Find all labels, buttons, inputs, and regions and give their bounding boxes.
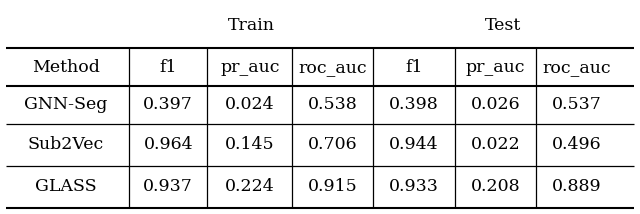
Text: roc_auc: roc_auc [543, 59, 611, 76]
Text: 0.024: 0.024 [225, 96, 275, 113]
Text: 0.889: 0.889 [552, 178, 602, 195]
Text: 0.224: 0.224 [225, 178, 275, 195]
Text: 0.537: 0.537 [552, 96, 602, 113]
Text: f1: f1 [159, 59, 177, 76]
Text: Test: Test [485, 17, 522, 34]
Text: Method: Method [32, 59, 100, 76]
Text: Sub2Vec: Sub2Vec [28, 136, 104, 153]
Text: pr_auc: pr_auc [466, 59, 525, 76]
Text: GNN-Seg: GNN-Seg [24, 96, 108, 113]
Text: 0.208: 0.208 [471, 178, 520, 195]
Text: 0.538: 0.538 [308, 96, 357, 113]
Text: 0.937: 0.937 [143, 178, 193, 195]
Text: 0.145: 0.145 [225, 136, 275, 153]
Text: GLASS: GLASS [35, 178, 97, 195]
Text: 0.933: 0.933 [389, 178, 439, 195]
Text: 0.964: 0.964 [143, 136, 193, 153]
Text: 0.496: 0.496 [552, 136, 602, 153]
Text: roc_auc: roc_auc [298, 59, 367, 76]
Text: 0.915: 0.915 [308, 178, 357, 195]
Text: 0.397: 0.397 [143, 96, 193, 113]
Text: f1: f1 [405, 59, 423, 76]
Text: 0.706: 0.706 [308, 136, 357, 153]
Text: Train: Train [227, 17, 275, 34]
Text: pr_auc: pr_auc [220, 59, 280, 76]
Text: 0.026: 0.026 [471, 96, 520, 113]
Text: 0.022: 0.022 [471, 136, 520, 153]
Text: 0.398: 0.398 [389, 96, 439, 113]
Text: 0.944: 0.944 [389, 136, 439, 153]
